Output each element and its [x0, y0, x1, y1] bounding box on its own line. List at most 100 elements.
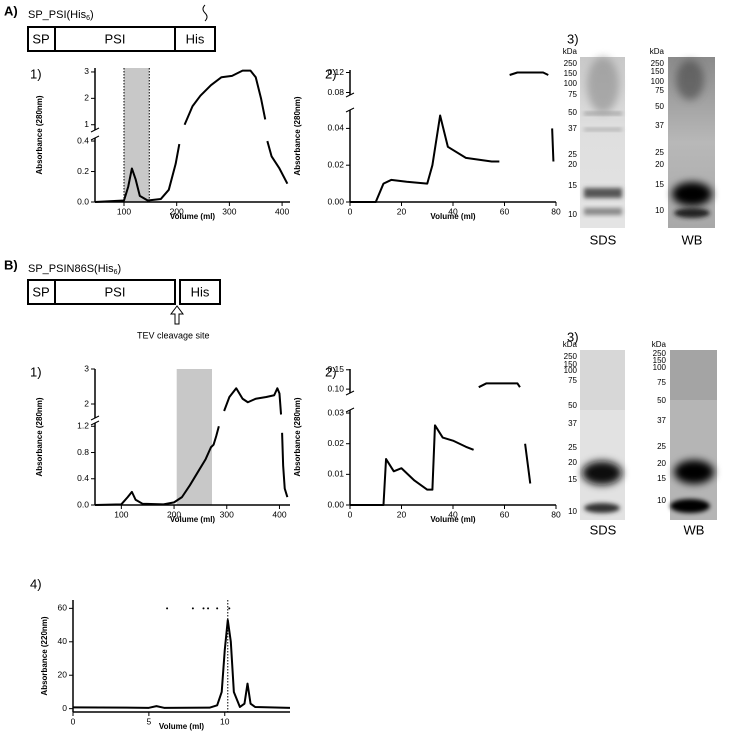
lane-label: SDS — [590, 522, 617, 537]
axis-break — [345, 92, 355, 98]
x-tick-label: 200 — [170, 206, 184, 216]
y-axis-label: Absorbance (280nm) — [35, 95, 44, 174]
domain-label: SP — [32, 31, 49, 46]
domain-boxes — [27, 279, 221, 305]
marker-label: 75 — [568, 376, 577, 385]
domain-box — [27, 279, 56, 305]
x-tick-label: 10 — [220, 716, 230, 726]
x-tick-label: 0 — [71, 716, 76, 726]
x-tick-label: 40 — [448, 509, 458, 519]
y-tick-label: 0.4 — [77, 135, 89, 145]
y-tick-label: 0.08 — [327, 87, 344, 97]
marker-label: 10 — [568, 210, 577, 219]
x-axis-label: Volume (ml) — [159, 722, 205, 731]
y-tick-label: 0.01 — [327, 469, 344, 479]
cleavage-arrow — [170, 305, 184, 325]
chart: 0.0 0.2 0.4 1 2 3 100 200 300 400 1) Volume (ml) Abs… — [30, 66, 290, 221]
x-tick-label: 400 — [275, 206, 289, 216]
domain-boxes — [27, 26, 216, 52]
gel-smear — [670, 350, 717, 400]
axis-break — [90, 420, 100, 426]
standard-marker — [191, 607, 194, 610]
y-tick-label: 1 — [84, 119, 89, 129]
unit-label: kDa — [652, 340, 667, 349]
domain-label: His — [191, 284, 210, 299]
marker-label: 10 — [657, 496, 666, 505]
gel-smear — [580, 350, 625, 410]
marker-label: 20 — [568, 458, 577, 467]
marker-label: 25 — [568, 443, 577, 452]
y-axis-label: Absorbance (280nm) — [293, 96, 302, 175]
axis-break — [90, 135, 100, 141]
x-tick-label: 40 — [448, 206, 458, 216]
marker-label: 50 — [568, 108, 577, 117]
x-tick-label: 60 — [500, 509, 510, 519]
marker-label: 15 — [568, 475, 577, 484]
gel-band — [584, 208, 622, 215]
x-tick-label: 0 — [348, 206, 353, 216]
standard-marker — [228, 607, 231, 610]
cleavage-label: TEV cleavage site — [137, 330, 210, 340]
chart: 0.00 0.01 0.02 0.03 0.10 0.15 0 20 40 60 80 2) Volum… — [293, 364, 561, 524]
construct-name: SP_PSI(His6) — [28, 9, 94, 22]
y-tick-label: 0.02 — [327, 438, 344, 448]
panel-label: 1) — [30, 364, 42, 379]
y-tick-label: 2 — [84, 398, 89, 408]
x-tick-label: 300 — [220, 509, 234, 519]
x-tick-label: 100 — [117, 206, 131, 216]
x-tick-label: 200 — [167, 509, 181, 519]
marker-label: 50 — [657, 396, 666, 405]
standard-marker — [207, 607, 210, 610]
marker-label: 150 — [651, 67, 665, 76]
construct-text: SP_PSIN86S(His — [28, 263, 114, 275]
marker-label: 37 — [568, 124, 577, 133]
marker-label: 10 — [568, 507, 577, 516]
panel-label: 4) — [30, 576, 42, 591]
marker-label: 75 — [655, 86, 664, 95]
panel-label: 2) — [325, 66, 337, 81]
lane-label: WB — [684, 522, 705, 537]
x-tick-label: 300 — [222, 206, 236, 216]
gel-band — [582, 461, 622, 485]
y-axis-label: Absorbance (280nm) — [293, 397, 302, 476]
y-tick-label: 40 — [58, 636, 68, 646]
marker-label: 150 — [564, 360, 578, 369]
standard-marker — [166, 607, 169, 610]
y-tick-label: 0.12 — [327, 67, 344, 77]
x-tick-label: 5 — [147, 716, 152, 726]
marker-label: 100 — [653, 363, 667, 372]
y-axis-label: Absorbance (220nm) — [40, 616, 49, 695]
marker-label: 15 — [657, 474, 666, 483]
axis-break — [345, 107, 355, 113]
y-tick-label: 0.0 — [77, 196, 89, 206]
y-tick-label: 0.00 — [327, 196, 344, 206]
standard-marker — [202, 607, 205, 610]
marker-label: 37 — [568, 419, 577, 428]
panel-label: B) — [4, 257, 18, 272]
construct-end: ) — [118, 263, 122, 275]
x-tick-label: 60 — [500, 206, 510, 216]
marker-label: 250 — [653, 349, 667, 358]
domain-label: PSI — [105, 284, 126, 299]
x-tick-label: 20 — [397, 509, 407, 519]
x-tick-label: 100 — [114, 509, 128, 519]
data-line — [94, 387, 289, 506]
x-tick-label: 0 — [348, 509, 353, 519]
panel-label: 1) — [30, 66, 42, 81]
unit-label: kDa — [563, 340, 578, 349]
gel-band — [674, 460, 714, 484]
gel-band — [584, 503, 620, 513]
gel-band — [670, 499, 710, 513]
marker-label: 100 — [564, 366, 578, 375]
y-tick-label: 60 — [58, 603, 68, 613]
x-axis-label: Volume (ml) — [170, 515, 216, 524]
y-tick-label: 0.4 — [77, 473, 89, 483]
y-tick-label: 1.2 — [77, 421, 89, 431]
x-tick-label: 400 — [272, 509, 286, 519]
y-axis-label: Absorbance (280nm) — [35, 397, 44, 476]
lane-label: SDS — [590, 232, 617, 247]
construct-sub: 6 — [114, 269, 118, 276]
panel-label: 3) — [567, 329, 579, 344]
y-tick-label: 0 — [62, 703, 67, 713]
y-tick-label: 0.15 — [327, 364, 344, 374]
